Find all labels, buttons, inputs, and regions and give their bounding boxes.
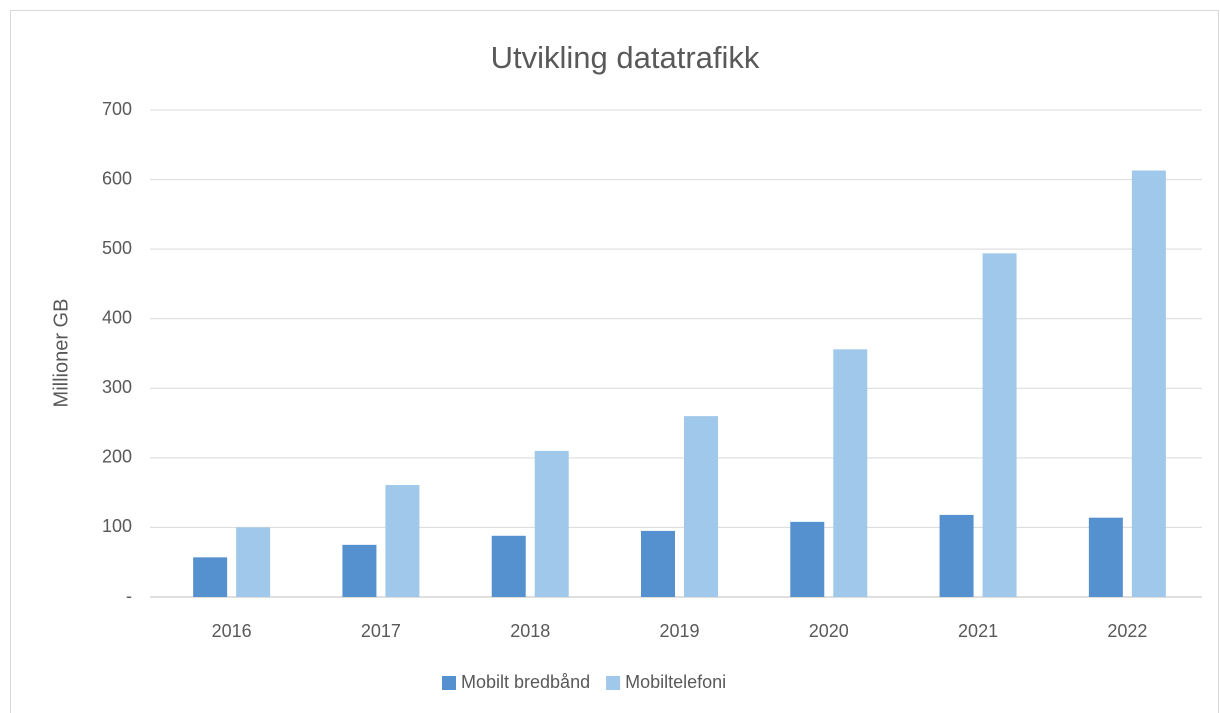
bar	[833, 349, 868, 597]
legend-swatch	[606, 676, 621, 690]
bar	[939, 514, 974, 597]
x-tick-label: 2021	[958, 621, 998, 641]
y-tick-label: 700	[102, 99, 132, 119]
y-tick-label: 500	[102, 238, 132, 258]
x-tick-label: 2020	[809, 621, 849, 641]
x-tick-label: 2017	[361, 621, 401, 641]
y-tick-label: 200	[102, 447, 132, 467]
bar	[1131, 170, 1166, 597]
legend-label: Mobiltelefoni	[625, 672, 726, 692]
y-tick-label: -	[126, 586, 132, 606]
y-tick-label: 300	[102, 377, 132, 397]
y-tick-label: 100	[102, 516, 132, 536]
y-tick-label: 400	[102, 307, 132, 327]
legend-swatch	[442, 676, 456, 690]
y-axis-label: Millioner GB	[50, 299, 72, 408]
bar	[342, 544, 377, 597]
chart-title: Utvikling datatrafikk	[491, 40, 760, 75]
legend-label: Mobilt bredbånd	[461, 672, 590, 692]
bar	[641, 530, 675, 597]
x-tick-label: 2019	[659, 621, 699, 641]
bar	[1088, 517, 1123, 597]
bar	[193, 557, 228, 597]
x-tick-label: 2022	[1107, 621, 1147, 641]
bar	[385, 484, 420, 597]
bar	[534, 450, 569, 597]
chart-border	[10, 10, 1219, 713]
x-tick-label: 2016	[212, 621, 252, 641]
x-tick-label: 2018	[510, 621, 550, 641]
bar	[684, 416, 718, 597]
bar	[790, 521, 825, 597]
bar	[236, 527, 271, 597]
bar	[491, 535, 526, 597]
bar	[982, 253, 1017, 597]
y-tick-label: 600	[102, 168, 132, 188]
